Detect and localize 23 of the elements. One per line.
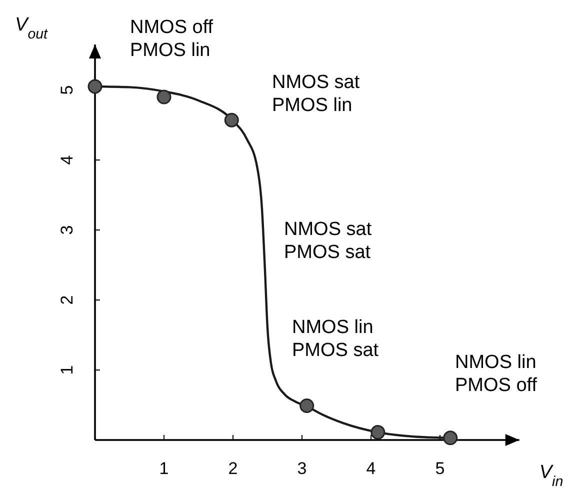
annotation: NMOS lin PMOS sat — [292, 317, 380, 361]
point — [224, 112, 239, 128]
x-tick-label: 5 — [435, 459, 445, 478]
x-axis-title: V$_{in}$ — [539, 462, 564, 488]
x-tick-label: 4 — [366, 459, 376, 478]
point — [300, 398, 314, 413]
point — [88, 79, 102, 94]
x-tick-label: 2 — [228, 459, 238, 478]
annotation: NMOS off PMOS lin — [130, 17, 214, 61]
annotation: NMOS lin PMOS off — [455, 352, 538, 396]
y-axis-title: V$_{out}$ — [15, 14, 49, 42]
annotation: NMOS sat PMOS lin — [272, 72, 360, 116]
y-tick-label: 4 — [58, 155, 76, 165]
y-tick-label: 1 — [58, 365, 76, 375]
annotation: NMOS sat PMOS sat — [284, 219, 372, 263]
point — [443, 430, 458, 446]
point — [156, 90, 172, 104]
y-tick-label: 2 — [58, 295, 76, 305]
x-tick-label: 3 — [297, 459, 307, 478]
y-tick-label: 5 — [58, 85, 76, 95]
y-tick-label: 3 — [58, 225, 76, 235]
x-tick-label: 1 — [159, 459, 169, 478]
point — [370, 425, 386, 440]
